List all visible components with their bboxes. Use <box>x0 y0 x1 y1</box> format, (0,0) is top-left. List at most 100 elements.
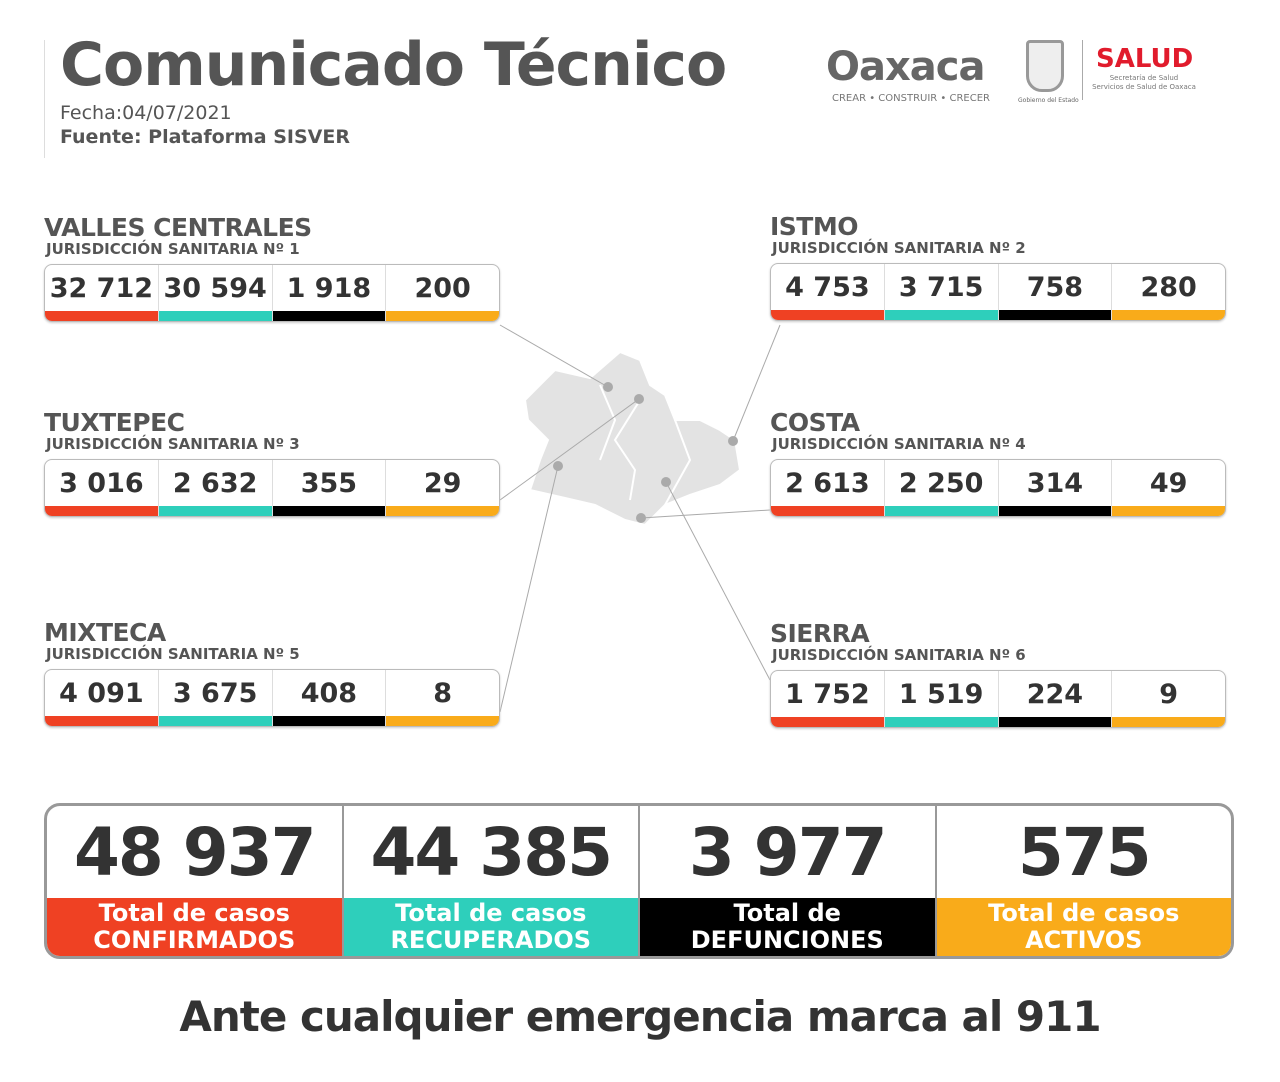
region-value-cell: 2 613 <box>771 460 885 516</box>
map-point <box>603 382 613 392</box>
region-value: 200 <box>414 272 471 304</box>
totals-summary: 48 937 Total de casos CONFIRMADOS 44 385 To… <box>44 803 1234 959</box>
color-bar <box>158 311 272 321</box>
region-value: 758 <box>1026 271 1084 303</box>
region-value-cell: 280 <box>1112 264 1225 320</box>
region-value: 2 632 <box>172 467 258 499</box>
color-bar <box>884 310 998 320</box>
color-bar <box>1112 506 1225 516</box>
region-value-cell: 30 594 <box>158 265 273 321</box>
state-shield-icon <box>1026 40 1064 92</box>
color-bar <box>45 716 158 726</box>
region-value-cell: 200 <box>386 265 499 321</box>
region-value-cell: 2 250 <box>884 460 999 516</box>
region-value: 224 <box>1026 678 1084 710</box>
color-bar <box>1112 717 1225 727</box>
region-value: 280 <box>1140 271 1197 303</box>
region-value: 29 <box>423 467 462 499</box>
region-value-cell: 1 519 <box>884 671 999 727</box>
region-name: MIXTECA <box>44 618 166 647</box>
region-value: 3 016 <box>59 467 144 499</box>
map-point <box>728 436 738 446</box>
region-card: MIXTECA JURISDICCIÓN SANITARIA Nº 5 4 091 3… <box>44 620 500 727</box>
color-bar <box>45 506 158 516</box>
emergency-message: Ante cualquier emergencia marca al 911 <box>179 992 1101 1041</box>
region-value: 3 675 <box>172 677 258 709</box>
color-bar <box>998 310 1112 320</box>
region-card: COSTA JURISDICCIÓN SANITARIA Nº 4 2 613 2 2… <box>770 410 1226 517</box>
source: Fuente: Plataforma SISVER <box>60 126 350 148</box>
connector-line <box>499 398 640 501</box>
total-confirmados: 48 937 Total de casos CONFIRMADOS <box>47 806 344 956</box>
region-value: 1 519 <box>898 678 984 710</box>
total-recuperados: 44 385 Total de casos RECUPERADOS <box>343 806 640 956</box>
map-point <box>553 461 563 471</box>
region-value-cell: 4 753 <box>771 264 885 320</box>
region-values: 4 753 3 715 758 280 <box>770 263 1226 321</box>
header-divider <box>44 40 45 158</box>
color-bar <box>771 717 884 727</box>
salud-logo: SALUD <box>1096 44 1194 74</box>
region-value: 49 <box>1149 467 1188 499</box>
region-value: 8 <box>433 677 453 709</box>
region-value-cell: 3 715 <box>884 264 999 320</box>
region-card: ISTMO JURISDICCIÓN SANITARIA Nº 2 4 753 3 7… <box>770 214 1226 321</box>
region-name: TUXTEPEC <box>44 408 185 437</box>
color-bar <box>771 506 884 516</box>
region-value-cell: 2 632 <box>158 460 273 516</box>
region-values: 32 712 30 594 1 918 200 <box>44 264 500 322</box>
color-bar <box>45 311 158 321</box>
region-value: 408 <box>300 677 358 709</box>
region-jurisdiction: JURISDICCIÓN SANITARIA Nº 3 <box>46 435 300 453</box>
region-value: 2 250 <box>898 467 984 499</box>
region-card: VALLES CENTRALES JURISDICCIÓN SANITARIA N… <box>44 215 500 322</box>
region-name: ISTMO <box>770 212 859 241</box>
color-bar <box>771 310 884 320</box>
region-value: 314 <box>1026 467 1084 499</box>
region-value: 32 712 <box>49 272 154 304</box>
region-card: TUXTEPEC JURISDICCIÓN SANITARIA Nº 3 3 016… <box>44 410 500 517</box>
region-value: 3 715 <box>898 271 984 303</box>
map-shape <box>523 350 742 527</box>
region-value-cell: 3 016 <box>45 460 159 516</box>
region-jurisdiction: JURISDICCIÓN SANITARIA Nº 1 <box>46 240 300 258</box>
region-values: 2 613 2 250 314 49 <box>770 459 1226 517</box>
connector-line <box>499 324 609 388</box>
page-title: Comunicado Técnico <box>60 30 727 100</box>
color-bar <box>386 311 499 321</box>
oaxaca-slogan: CREAR • CONSTRUIR • CRECER <box>832 93 991 104</box>
region-value: 4 753 <box>785 271 870 303</box>
region-value-cell: 408 <box>272 670 387 726</box>
salud-subtitle: Secretaría de Salud Servicios de Salud de… <box>1092 74 1196 91</box>
color-bar <box>386 716 499 726</box>
region-value-cell: 8 <box>386 670 499 726</box>
region-value-cell: 1 918 <box>272 265 387 321</box>
region-value: 355 <box>300 467 358 499</box>
region-jurisdiction: JURISDICCIÓN SANITARIA Nº 5 <box>46 645 300 663</box>
logo-divider <box>1082 40 1083 100</box>
region-value-cell: 29 <box>386 460 499 516</box>
region-value-cell: 1 752 <box>771 671 885 727</box>
map-point <box>634 394 644 404</box>
region-value-cell: 3 675 <box>158 670 273 726</box>
region-name: COSTA <box>770 408 860 437</box>
logos: Oaxaca CREAR • CONSTRUIR • CRECER Gobier… <box>826 30 1206 110</box>
region-value-cell: 314 <box>998 460 1113 516</box>
region-value: 1 752 <box>785 678 870 710</box>
gobierno-label: Gobierno del Estado <box>1018 97 1079 104</box>
color-bar <box>386 506 499 516</box>
color-bar <box>884 506 998 516</box>
region-value-cell: 32 712 <box>45 265 159 321</box>
region-values: 3 016 2 632 355 29 <box>44 459 500 517</box>
region-jurisdiction: JURISDICCIÓN SANITARIA Nº 2 <box>772 239 1026 257</box>
region-values: 4 091 3 675 408 8 <box>44 669 500 727</box>
region-value: 4 091 <box>59 677 144 709</box>
region-jurisdiction: JURISDICCIÓN SANITARIA Nº 4 <box>772 435 1026 453</box>
map-point <box>636 513 646 523</box>
map-point <box>661 477 671 487</box>
region-value: 30 594 <box>163 272 267 304</box>
region-value-cell: 4 091 <box>45 670 159 726</box>
region-name: VALLES CENTRALES <box>44 213 312 242</box>
